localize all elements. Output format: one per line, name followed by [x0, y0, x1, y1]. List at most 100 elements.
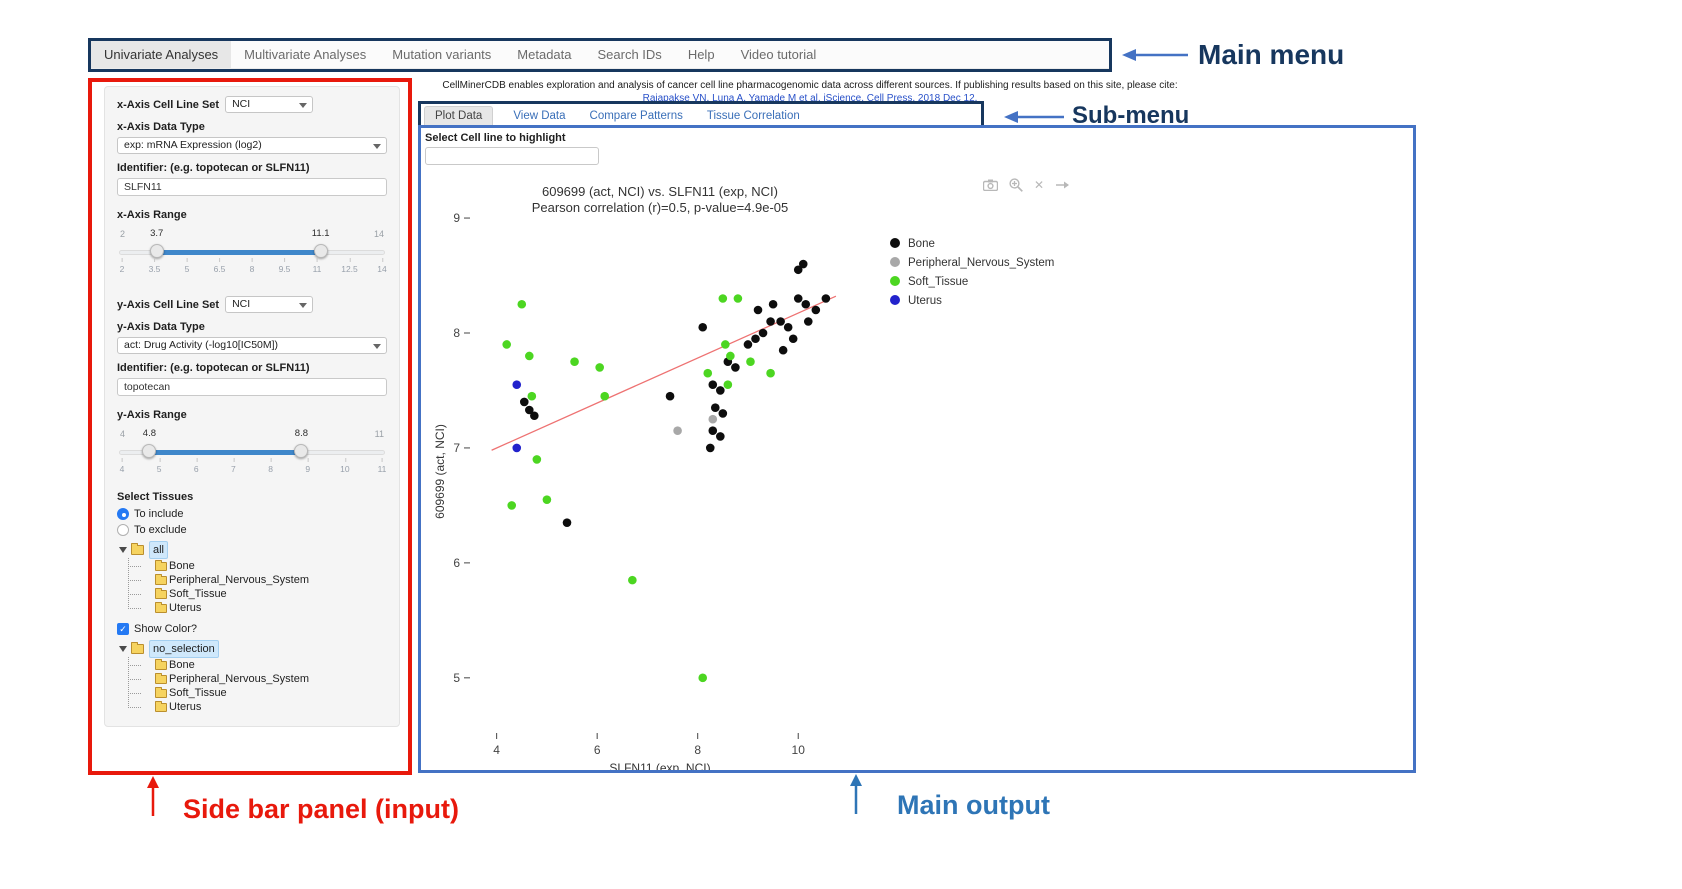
highlight-cell-line-input[interactable]	[425, 147, 599, 165]
legend-marker-peripheral-nervous-system[interactable]	[890, 257, 900, 267]
caret-down-icon[interactable]	[119, 547, 127, 553]
slider-selected-range[interactable]	[149, 450, 302, 455]
data-point-bone[interactable]	[793, 294, 803, 303]
data-point-bone[interactable]	[665, 391, 675, 401]
tree-node-uterus[interactable]: Uterus	[128, 701, 387, 714]
legend-marker-bone[interactable]	[890, 238, 900, 248]
data-point-soft-tissue[interactable]	[600, 391, 610, 401]
y-data-type-select[interactable]: act: Drug Activity (-log10[IC50M])	[117, 337, 387, 354]
data-point-soft-tissue[interactable]	[517, 299, 527, 309]
tab-tissue-correlation[interactable]: Tissue Correlation	[706, 110, 800, 122]
caret-down-icon[interactable]	[119, 646, 127, 652]
menu-item-univariate-analyses[interactable]: Univariate Analyses	[91, 41, 232, 68]
tree-node-no-selection[interactable]: no_selection	[119, 640, 387, 658]
camera-icon[interactable]	[983, 179, 998, 191]
data-point-soft-tissue[interactable]	[733, 294, 743, 303]
data-point-bone[interactable]	[788, 334, 798, 344]
data-point-bone[interactable]	[821, 294, 831, 303]
tab-compare-patterns[interactable]: Compare Patterns	[589, 110, 683, 122]
autoscale-icon[interactable]	[1055, 179, 1070, 191]
y-cell-line-set-select[interactable]: NCI	[225, 296, 314, 313]
data-point-soft-tissue[interactable]	[698, 673, 708, 683]
data-point-soft-tissue[interactable]	[542, 495, 552, 504]
data-point-peripheral-nervous-system[interactable]	[673, 426, 682, 435]
data-point-bone[interactable]	[519, 397, 529, 407]
data-point-soft-tissue[interactable]	[527, 391, 537, 401]
x-identifier-input[interactable]	[117, 178, 387, 196]
data-point-bone[interactable]	[530, 411, 539, 421]
menu-item-metadata[interactable]: Metadata	[517, 47, 572, 62]
zoom-in-icon[interactable]	[1009, 178, 1023, 192]
tab-plot-data[interactable]: Plot Data	[424, 106, 494, 125]
data-point-bone[interactable]	[783, 322, 793, 332]
data-point-bone[interactable]	[562, 518, 572, 527]
data-point-bone[interactable]	[798, 259, 808, 269]
data-point-bone[interactable]	[801, 299, 811, 309]
data-point-bone[interactable]	[698, 322, 708, 332]
menu-item-multivariate-analyses[interactable]: Multivariate Analyses	[244, 47, 367, 62]
data-point-bone[interactable]	[743, 340, 753, 349]
x-cell-line-set-select[interactable]: NCI	[225, 96, 314, 113]
x-data-type-select[interactable]: exp: mRNA Expression (log2)	[117, 137, 387, 154]
slider-handle-to[interactable]	[313, 244, 328, 258]
data-point-bone[interactable]	[793, 265, 803, 275]
y-identifier-input[interactable]	[117, 378, 387, 396]
data-point-soft-tissue[interactable]	[723, 380, 733, 390]
data-point-soft-tissue[interactable]	[746, 357, 755, 367]
menu-item-video-tutorial[interactable]: Video tutorial	[740, 47, 817, 62]
slider-handle-from[interactable]	[142, 444, 157, 458]
data-point-soft-tissue[interactable]	[595, 363, 604, 372]
slider-handle-from[interactable]	[149, 244, 164, 258]
data-point-soft-tissue[interactable]	[525, 351, 534, 361]
data-point-bone[interactable]	[776, 317, 785, 326]
legend-label-uterus[interactable]: Uterus	[908, 295, 942, 307]
data-point-bone[interactable]	[811, 305, 821, 315]
legend-marker-uterus[interactable]	[890, 295, 900, 305]
data-point-bone[interactable]	[803, 317, 813, 326]
tree-node-soft-tissue[interactable]: Soft_Tissue	[128, 687, 387, 700]
tree-node-uterus[interactable]: Uterus	[128, 602, 387, 615]
tree-node-all[interactable]: all	[119, 541, 387, 559]
y-range-slider[interactable]: 4 11 4.8 8.8 4 5 6 7 8 9 10 11	[119, 426, 386, 474]
citation-link[interactable]: Rajapakse VN, Luna A, Yamade M et al. iS…	[642, 93, 978, 104]
data-point-bone[interactable]	[716, 432, 725, 441]
data-point-soft-tissue[interactable]	[721, 340, 730, 349]
menu-item-mutation-variants[interactable]: Mutation variants	[392, 47, 492, 62]
data-point-soft-tissue[interactable]	[507, 501, 517, 510]
data-point-soft-tissue[interactable]	[718, 294, 728, 303]
data-point-bone[interactable]	[718, 409, 728, 418]
slider-selected-range[interactable]	[156, 250, 321, 255]
legend-label-peripheral-nervous-system[interactable]: Peripheral_Nervous_System	[908, 257, 1054, 269]
data-point-bone[interactable]	[710, 403, 720, 413]
data-point-bone[interactable]	[708, 426, 718, 435]
legend-marker-soft-tissue[interactable]	[890, 276, 900, 286]
data-point-soft-tissue[interactable]	[570, 357, 579, 367]
data-point-soft-tissue[interactable]	[532, 455, 542, 464]
tree-node-peripheral-nervous-system[interactable]: Peripheral_Nervous_System	[128, 574, 387, 587]
data-point-soft-tissue[interactable]	[703, 368, 713, 378]
slider-handle-to[interactable]	[294, 444, 309, 458]
tree-node-soft-tissue[interactable]: Soft_Tissue	[128, 588, 387, 601]
data-point-bone[interactable]	[716, 386, 725, 395]
data-point-bone[interactable]	[766, 317, 775, 326]
data-point-bone[interactable]	[778, 345, 788, 355]
data-point-soft-tissue[interactable]	[726, 351, 735, 361]
data-point-bone[interactable]	[751, 334, 760, 344]
tab-view-data[interactable]: View Data	[513, 110, 566, 122]
data-point-bone[interactable]	[708, 380, 718, 390]
scatter-plot[interactable]: 609699 (act, NCI) vs. SLFN11 (exp, NCI)P…	[430, 158, 1110, 773]
data-point-soft-tissue[interactable]	[628, 575, 637, 585]
tree-node-bone[interactable]: Bone	[128, 560, 387, 573]
data-point-soft-tissue[interactable]	[766, 368, 775, 378]
close-icon[interactable]: ✕	[1034, 178, 1045, 192]
legend-label-soft-tissue[interactable]: Soft_Tissue	[908, 276, 968, 288]
x-range-slider[interactable]: 2 14 3.7 11.1 2 3.5 5 6.5 8 9.5 11 12.5 14	[119, 226, 387, 274]
data-point-uterus[interactable]	[512, 380, 522, 390]
data-point-bone[interactable]	[525, 405, 534, 415]
legend-label-bone[interactable]: Bone	[908, 238, 935, 250]
menu-item-help[interactable]: Help	[687, 47, 715, 62]
show-color-checkbox[interactable]: ✓ Show Color?	[117, 623, 387, 635]
tissue-include-radio[interactable]: To include	[117, 508, 387, 520]
data-point-bone[interactable]	[705, 443, 715, 453]
data-point-bone[interactable]	[758, 328, 768, 338]
